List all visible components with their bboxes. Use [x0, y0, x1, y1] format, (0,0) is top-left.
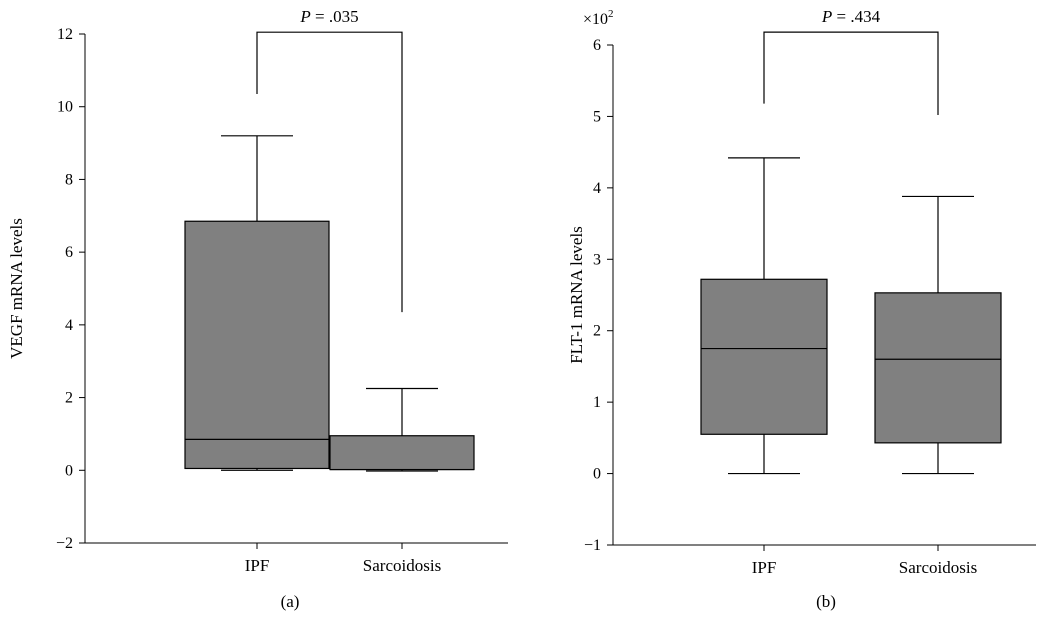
iqr-box — [184, 220, 330, 470]
box-sarcoidosis — [874, 195, 1002, 475]
x-tick-label: Sarcoidosis — [899, 558, 977, 577]
y-tick-label: 8 — [65, 171, 73, 188]
iqr-box — [700, 278, 828, 435]
panel-label: (a) — [281, 592, 300, 611]
y-tick-label: 10 — [57, 99, 73, 116]
y-axis-exponent: ×102 — [583, 8, 614, 28]
y-tick-label: 2 — [65, 390, 73, 407]
iqr-box — [329, 435, 475, 471]
x-tick-label: Sarcoidosis — [363, 556, 441, 575]
y-tick-label: 4 — [593, 180, 601, 197]
x-tick-label: IPF — [245, 556, 270, 575]
y-tick-label: 6 — [65, 244, 73, 261]
iqr-box — [874, 292, 1002, 444]
y-tick-label: 4 — [65, 317, 73, 334]
y-tick-label: 6 — [593, 37, 601, 54]
x-tick-label: IPF — [752, 558, 777, 577]
box-ipf — [700, 157, 828, 475]
panel-a: −2 0 2 4 6 8 10 12 IPF Sarcoidosis P = .035 VEGF… — [7, 7, 508, 611]
y-axis-label: VEGF mRNA levels — [7, 218, 26, 359]
panel-b: −1 0 1 2 3 4 5 6 IPF Sarcoidosis P = .434 FLT-1 … — [567, 7, 1036, 611]
y-axis-label: FLT-1 mRNA levels — [567, 226, 586, 364]
significance-bracket — [256, 31, 403, 313]
box-ipf — [184, 135, 330, 471]
y-tick-label: −2 — [56, 535, 73, 552]
panel-label: (b) — [816, 592, 836, 611]
y-tick-label: 5 — [593, 108, 601, 125]
y-tick-label: 0 — [65, 462, 73, 479]
significance-bracket — [763, 31, 939, 115]
y-tick-label: 2 — [593, 323, 601, 340]
box-sarcoidosis — [329, 387, 475, 472]
y-tick-label: 1 — [593, 394, 601, 411]
y-tick-label: −1 — [584, 537, 601, 554]
y-tick-label: 12 — [57, 26, 73, 43]
y-tick-label: 3 — [593, 251, 601, 268]
p-value-label: P = .434 — [821, 7, 881, 26]
p-value-label: P = .035 — [299, 7, 358, 26]
y-tick-label: 0 — [593, 466, 601, 483]
